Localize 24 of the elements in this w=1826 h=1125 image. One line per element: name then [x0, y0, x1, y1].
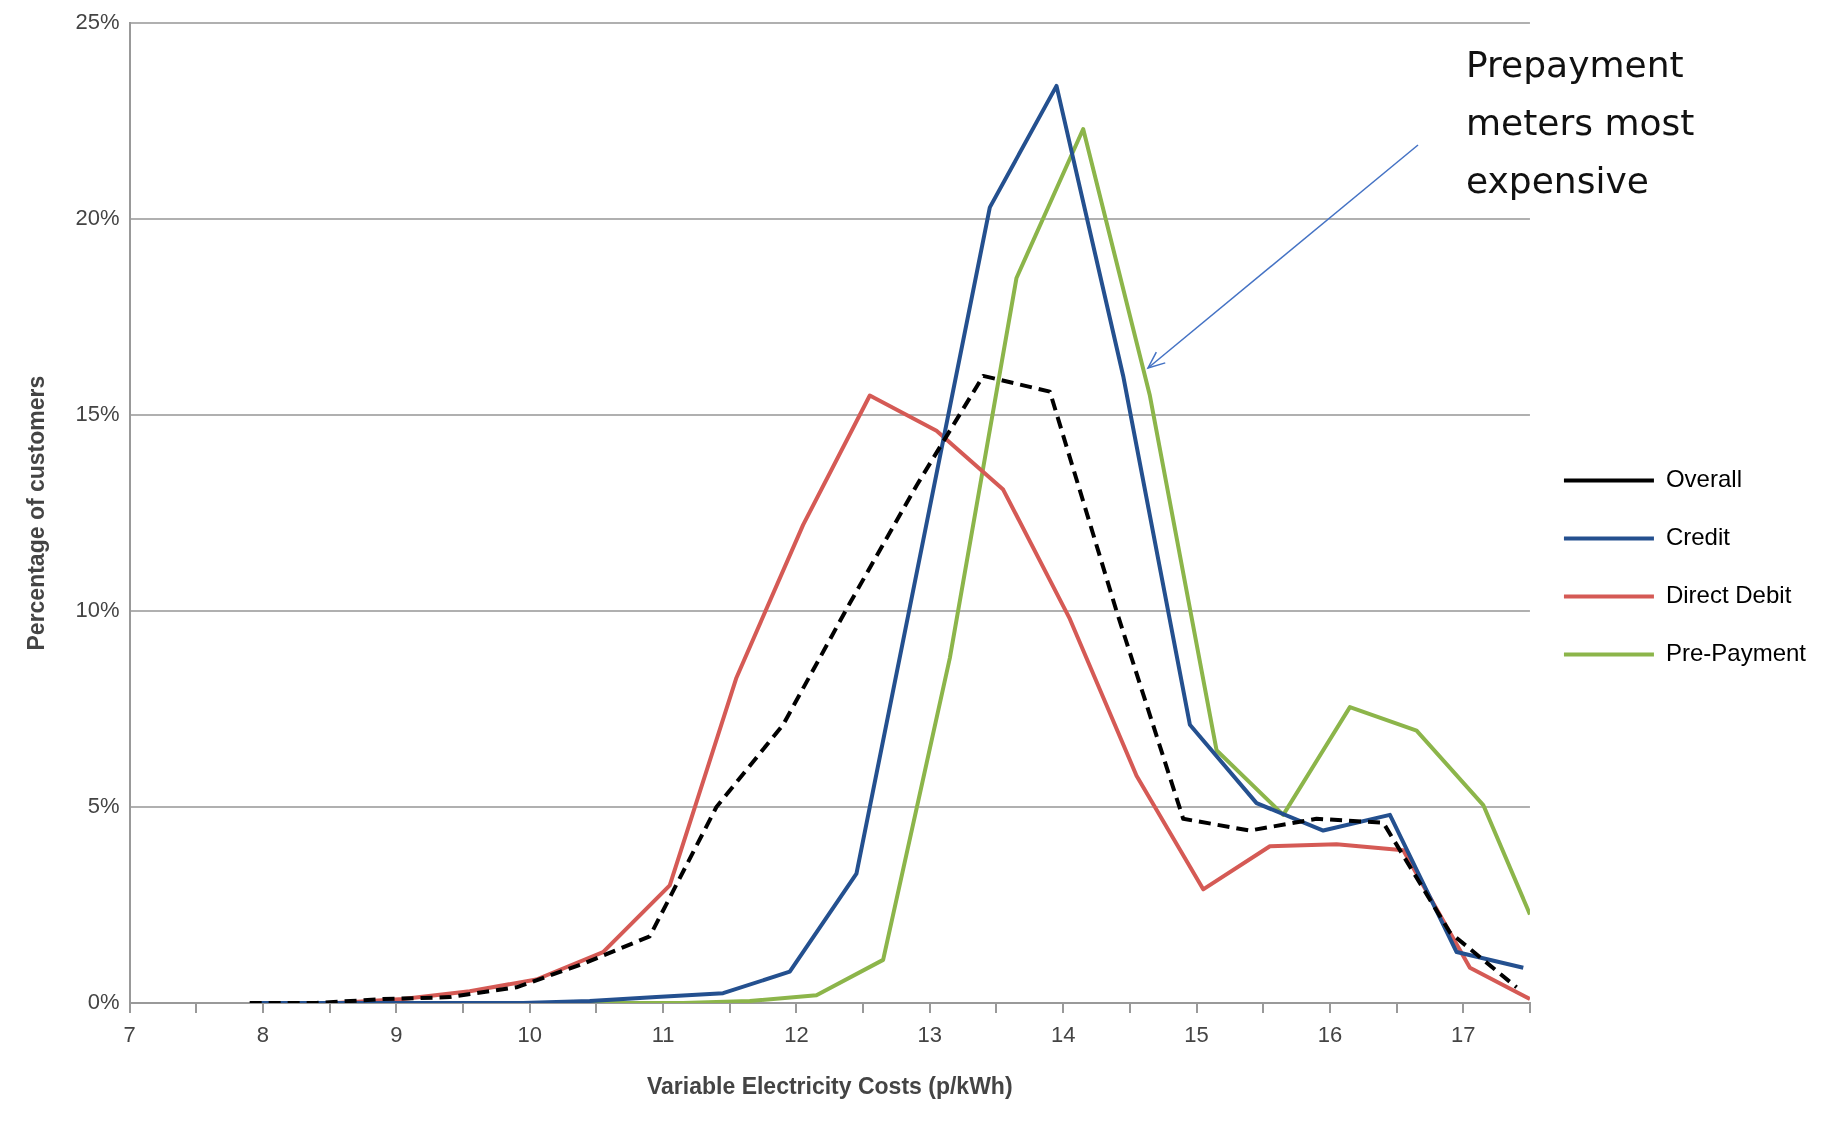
x-tick-label: 9 [390, 1022, 403, 1048]
y-tick-label: 25% [75, 9, 120, 35]
x-tick-label: 8 [256, 1022, 270, 1048]
x-tick-label: 11 [651, 1022, 675, 1048]
x-tick-label: 15 [1184, 1022, 1209, 1048]
x-tick-label: 16 [1317, 1022, 1343, 1048]
legend-label: Direct Debit [1665, 581, 1792, 609]
y-tick-label: 15% [75, 401, 120, 427]
legend-label: Credit [1665, 523, 1731, 551]
x-tick-label: 7 [123, 1022, 136, 1048]
x-tick-label: 12 [784, 1022, 809, 1048]
annotation: Prepayment meters most expensive [1466, 43, 1696, 203]
x-tick-label: 10 [517, 1022, 542, 1048]
y-axis-title: Percentage of customers [23, 375, 50, 651]
x-axis-title: Variable Electricity Costs (p/kWh) [647, 1072, 1013, 1099]
x-tick-label: 13 [917, 1022, 943, 1048]
y-tick-label: 20% [75, 205, 120, 231]
y-tick-label: 0% [87, 989, 120, 1015]
legend-label: Pre-Payment [1665, 639, 1807, 667]
y-tick-label: 10% [75, 597, 120, 623]
x-tick-label: 17 [1451, 1022, 1476, 1048]
x-tick-label: 14 [1050, 1022, 1076, 1048]
y-tick-label: 5% [87, 793, 120, 819]
legend-label: Overall [1665, 465, 1742, 493]
